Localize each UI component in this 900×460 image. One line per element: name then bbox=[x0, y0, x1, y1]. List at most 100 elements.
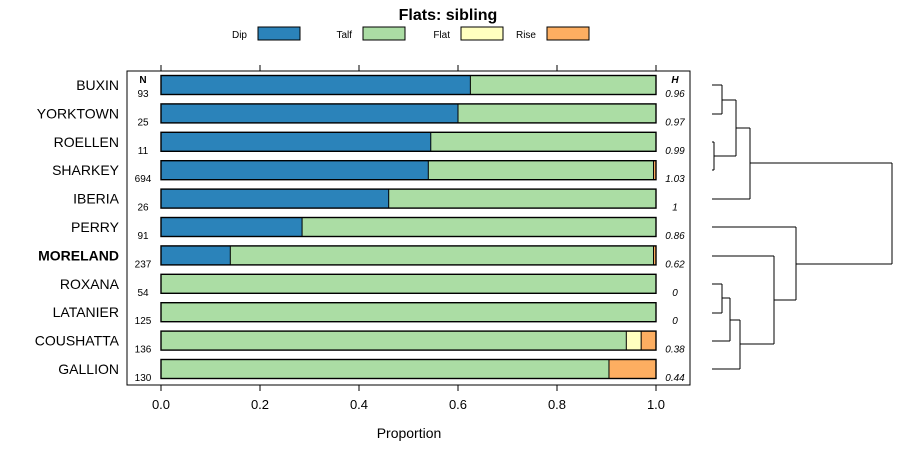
n-value: 26 bbox=[137, 203, 149, 214]
plot-area: 0.0 0.2 0.4 0.6 0.8 1.0 N H BUXIN 93 0.96 YORKTOWN 2… bbox=[35, 65, 691, 412]
category-label: PERRY bbox=[71, 219, 120, 235]
dendrogram-branch bbox=[712, 141, 715, 171]
n-value: 125 bbox=[135, 316, 152, 327]
legend-swatch-rise bbox=[546, 26, 590, 41]
n-value: 91 bbox=[137, 231, 149, 242]
bar-segment-dip bbox=[161, 75, 471, 95]
category-label: BUXIN bbox=[76, 77, 119, 93]
h-value: 0.96 bbox=[665, 89, 685, 100]
n-value: 54 bbox=[137, 288, 149, 299]
bar-outline bbox=[160, 302, 657, 323]
bar-segment-dip bbox=[161, 217, 303, 237]
bar-segment-talf bbox=[388, 189, 656, 209]
dendrogram bbox=[712, 84, 893, 370]
bar-segment-talf bbox=[302, 217, 656, 237]
x-tick-label: 0.0 bbox=[152, 397, 170, 412]
h-value: 0.99 bbox=[665, 146, 685, 157]
n-value: 11 bbox=[138, 146, 149, 157]
legend-swatch-dip bbox=[257, 26, 301, 41]
bar-segment-talf bbox=[470, 75, 656, 95]
chart-title: Flats: sibling bbox=[399, 7, 498, 24]
bar-outline bbox=[160, 216, 657, 238]
bar-segment-dip bbox=[161, 245, 231, 265]
h-column-header: H bbox=[671, 75, 679, 86]
dendrogram-branch bbox=[712, 283, 723, 314]
bar-segment-talf bbox=[161, 359, 609, 379]
bar-segment-rise bbox=[653, 160, 656, 180]
legend-label: Talf bbox=[336, 30, 352, 41]
h-value: 1 bbox=[672, 203, 678, 214]
h-value: 0 bbox=[672, 288, 678, 299]
bar-outline bbox=[160, 131, 657, 153]
x-tick-label: 0.4 bbox=[350, 397, 368, 412]
bar-outline bbox=[160, 358, 657, 380]
n-value: 237 bbox=[135, 259, 152, 270]
category-label: YORKTOWN bbox=[37, 105, 119, 121]
category-label: IBERIA bbox=[73, 191, 120, 207]
dendrogram-branch bbox=[712, 319, 741, 370]
bar-segment-talf bbox=[161, 331, 627, 351]
legend-label: Rise bbox=[516, 30, 536, 41]
dendrogram-branch bbox=[712, 297, 731, 342]
category-label: ROXANA bbox=[60, 276, 120, 292]
legend-swatch-flat bbox=[460, 26, 504, 41]
bar-segment-rise bbox=[641, 331, 656, 351]
category-label: ROELLEN bbox=[54, 134, 119, 150]
category-label: SHARKEY bbox=[52, 162, 120, 178]
dendrogram-branch bbox=[796, 163, 893, 265]
n-value: 136 bbox=[135, 345, 152, 356]
h-value: 0.97 bbox=[665, 117, 685, 128]
dendrogram-branch bbox=[714, 100, 737, 157]
dendrogram-branch bbox=[712, 84, 723, 115]
legend-swatch-talf bbox=[362, 26, 406, 41]
legend-label: Dip bbox=[232, 30, 247, 41]
bar-outline bbox=[160, 74, 657, 96]
n-value: 694 bbox=[135, 174, 152, 185]
dendrogram-branch bbox=[712, 127, 751, 200]
x-tick-label: 0.6 bbox=[449, 397, 467, 412]
n-value: 25 bbox=[137, 117, 149, 128]
h-value: 1.03 bbox=[665, 174, 685, 185]
bar-segment-talf bbox=[161, 302, 656, 322]
bar-outline bbox=[160, 273, 657, 294]
bar-outline bbox=[160, 330, 657, 351]
legend-label: Flat bbox=[433, 30, 450, 41]
bar-segment-flat bbox=[626, 331, 642, 351]
h-value: 0.62 bbox=[665, 259, 685, 270]
bar-segment-rise bbox=[653, 245, 656, 265]
dendrogram-branch bbox=[712, 226, 797, 301]
category-label: COUSHATTA bbox=[35, 333, 120, 349]
bar-segment-talf bbox=[428, 160, 654, 180]
x-tick-label: 0.8 bbox=[548, 397, 566, 412]
bar-outline bbox=[160, 245, 657, 266]
h-value: 0 bbox=[672, 316, 678, 327]
dendrogram-branch bbox=[712, 255, 775, 345]
bar-outline bbox=[160, 188, 657, 209]
category-label: LATANIER bbox=[53, 304, 119, 320]
bar-segment-dip bbox=[161, 189, 389, 209]
h-value: 0.86 bbox=[665, 231, 685, 242]
bar-segment-dip bbox=[161, 160, 429, 180]
category-label: MORELAND bbox=[38, 247, 119, 263]
x-tick-label: 1.0 bbox=[647, 397, 665, 412]
bar-outline bbox=[160, 159, 657, 181]
n-column-header: N bbox=[139, 75, 146, 86]
h-value: 0.38 bbox=[665, 345, 685, 356]
x-tick-label: 0.2 bbox=[251, 397, 269, 412]
h-value: 0.44 bbox=[665, 373, 685, 384]
bar-segment-talf bbox=[161, 274, 656, 294]
legend: Dip Talf Flat Rise bbox=[232, 26, 590, 41]
bar-segment-dip bbox=[161, 132, 431, 152]
bar-outline bbox=[160, 103, 657, 124]
n-value: 130 bbox=[135, 373, 152, 384]
x-axis-label: Proportion bbox=[377, 425, 442, 441]
bar-segment-talf bbox=[458, 103, 656, 123]
plot-frame bbox=[126, 70, 691, 386]
bar-segment-talf bbox=[230, 245, 654, 265]
bar-segment-dip bbox=[161, 103, 458, 123]
bar-segment-talf bbox=[430, 132, 656, 152]
n-value: 93 bbox=[137, 89, 149, 100]
bar-segment-rise bbox=[608, 359, 656, 379]
category-label: GALLION bbox=[58, 361, 119, 377]
